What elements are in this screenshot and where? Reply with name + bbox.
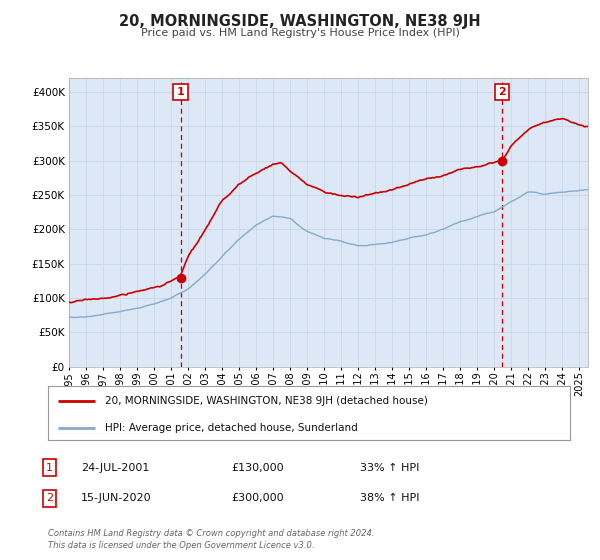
Text: 20, MORNINGSIDE, WASHINGTON, NE38 9JH: 20, MORNINGSIDE, WASHINGTON, NE38 9JH xyxy=(119,14,481,29)
Text: 15-JUN-2020: 15-JUN-2020 xyxy=(81,493,152,503)
Text: 20, MORNINGSIDE, WASHINGTON, NE38 9JH (detached house): 20, MORNINGSIDE, WASHINGTON, NE38 9JH (d… xyxy=(106,396,428,407)
Text: 24-JUL-2001: 24-JUL-2001 xyxy=(81,463,149,473)
Text: £300,000: £300,000 xyxy=(231,493,284,503)
Text: 33% ↑ HPI: 33% ↑ HPI xyxy=(360,463,419,473)
Text: 2: 2 xyxy=(499,87,506,97)
Text: 1: 1 xyxy=(177,87,185,97)
Text: 1: 1 xyxy=(46,463,53,473)
Text: 38% ↑ HPI: 38% ↑ HPI xyxy=(360,493,419,503)
Text: HPI: Average price, detached house, Sunderland: HPI: Average price, detached house, Sund… xyxy=(106,423,358,433)
Text: Price paid vs. HM Land Registry's House Price Index (HPI): Price paid vs. HM Land Registry's House … xyxy=(140,28,460,38)
Text: £130,000: £130,000 xyxy=(231,463,284,473)
Text: Contains HM Land Registry data © Crown copyright and database right 2024.
This d: Contains HM Land Registry data © Crown c… xyxy=(48,529,374,550)
Text: 2: 2 xyxy=(46,493,53,503)
